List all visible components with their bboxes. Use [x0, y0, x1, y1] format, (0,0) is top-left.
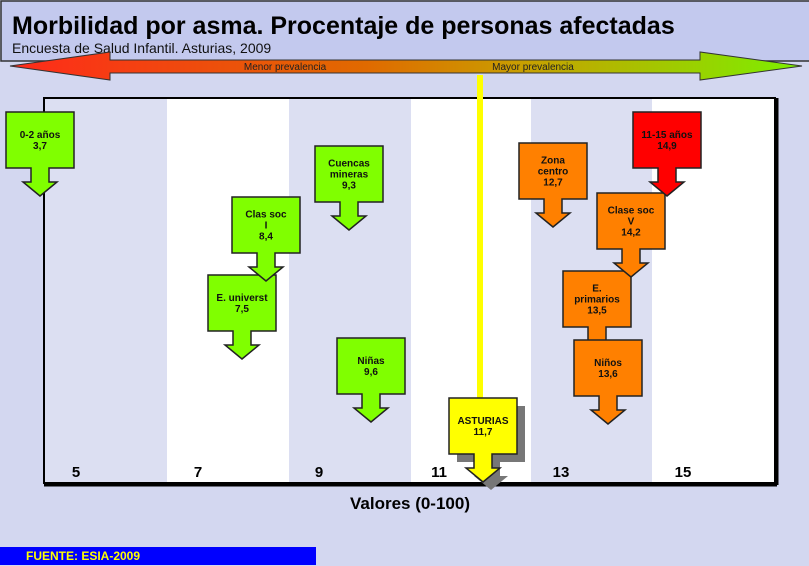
- arrow-mark: [573, 339, 643, 425]
- prevalence-scale-arrow: Menor prevalencia Mayor prevalencia: [9, 51, 803, 81]
- scale-right-label: Mayor prevalencia: [492, 62, 574, 73]
- x-axis-label: Valores (0-100): [350, 494, 470, 513]
- asturias-reference-line: [477, 75, 483, 400]
- arrow-value: 12,7: [543, 178, 563, 189]
- arrow-mark: [207, 274, 277, 360]
- arrow-label: Zona: [541, 156, 565, 167]
- arrow-mark: [314, 145, 384, 231]
- arrow-label: Clas soc: [245, 210, 287, 221]
- arrow-value: 14,9: [657, 141, 677, 152]
- arrow-value: 3,7: [33, 141, 47, 152]
- arrow-value: 13,6: [598, 369, 618, 380]
- arrow-value: 11,7: [474, 427, 493, 438]
- arrow-label: I: [265, 221, 268, 232]
- x-tick-label: 9: [315, 464, 323, 481]
- arrow-mark: [336, 337, 406, 423]
- arrow-mark: [518, 142, 588, 228]
- footer-bar: [0, 547, 316, 565]
- arrow-label: E.: [592, 284, 602, 295]
- arrow-value: 13,5: [587, 306, 607, 317]
- arrow-value: 9,3: [342, 181, 356, 192]
- arrow-label: ASTURIAS: [457, 416, 508, 427]
- arrow-mark: [448, 397, 518, 483]
- arrow-label: 11-15 años: [641, 130, 693, 141]
- arrow-label: Clase soc: [608, 206, 655, 217]
- x-tick-label: 13: [553, 464, 570, 481]
- arrow-value: 8,4: [259, 232, 273, 243]
- chart-title: Morbilidad por asma. Procentaje de perso…: [12, 12, 675, 40]
- x-tick-label: 7: [194, 464, 202, 481]
- arrow-value: 9,6: [364, 367, 378, 378]
- arrow-value: 7,5: [235, 304, 249, 315]
- arrow-label: Cuencas: [328, 159, 370, 170]
- arrow-label: Niñas: [357, 356, 385, 367]
- scale-left-label: Menor prevalencia: [244, 62, 327, 73]
- title-band: [0, 0, 809, 62]
- x-tick-label: 11: [431, 464, 447, 481]
- arrow-mark: [596, 192, 666, 278]
- x-tick-label: 15: [675, 464, 692, 481]
- arrow-label: 0-2 años: [20, 130, 61, 141]
- x-tick-label: 5: [72, 464, 80, 481]
- chart-subtitle: Encuesta de Salud Infantil. Asturias, 20…: [12, 40, 271, 56]
- arrow-value: 14,2: [621, 228, 641, 239]
- arrow-label: centro: [538, 167, 569, 178]
- arrow-mark: [231, 196, 301, 282]
- arrow-label: primarios: [574, 295, 620, 306]
- arrow-label: mineras: [330, 170, 369, 181]
- arrow-label: V: [628, 217, 635, 228]
- arrow-mark: [5, 111, 75, 197]
- arrow-label: E. universt: [216, 293, 268, 304]
- arrow-label: Niños: [594, 358, 622, 369]
- footer-source: FUENTE: ESIA-2009: [26, 549, 140, 563]
- arrow-mark: [632, 111, 702, 197]
